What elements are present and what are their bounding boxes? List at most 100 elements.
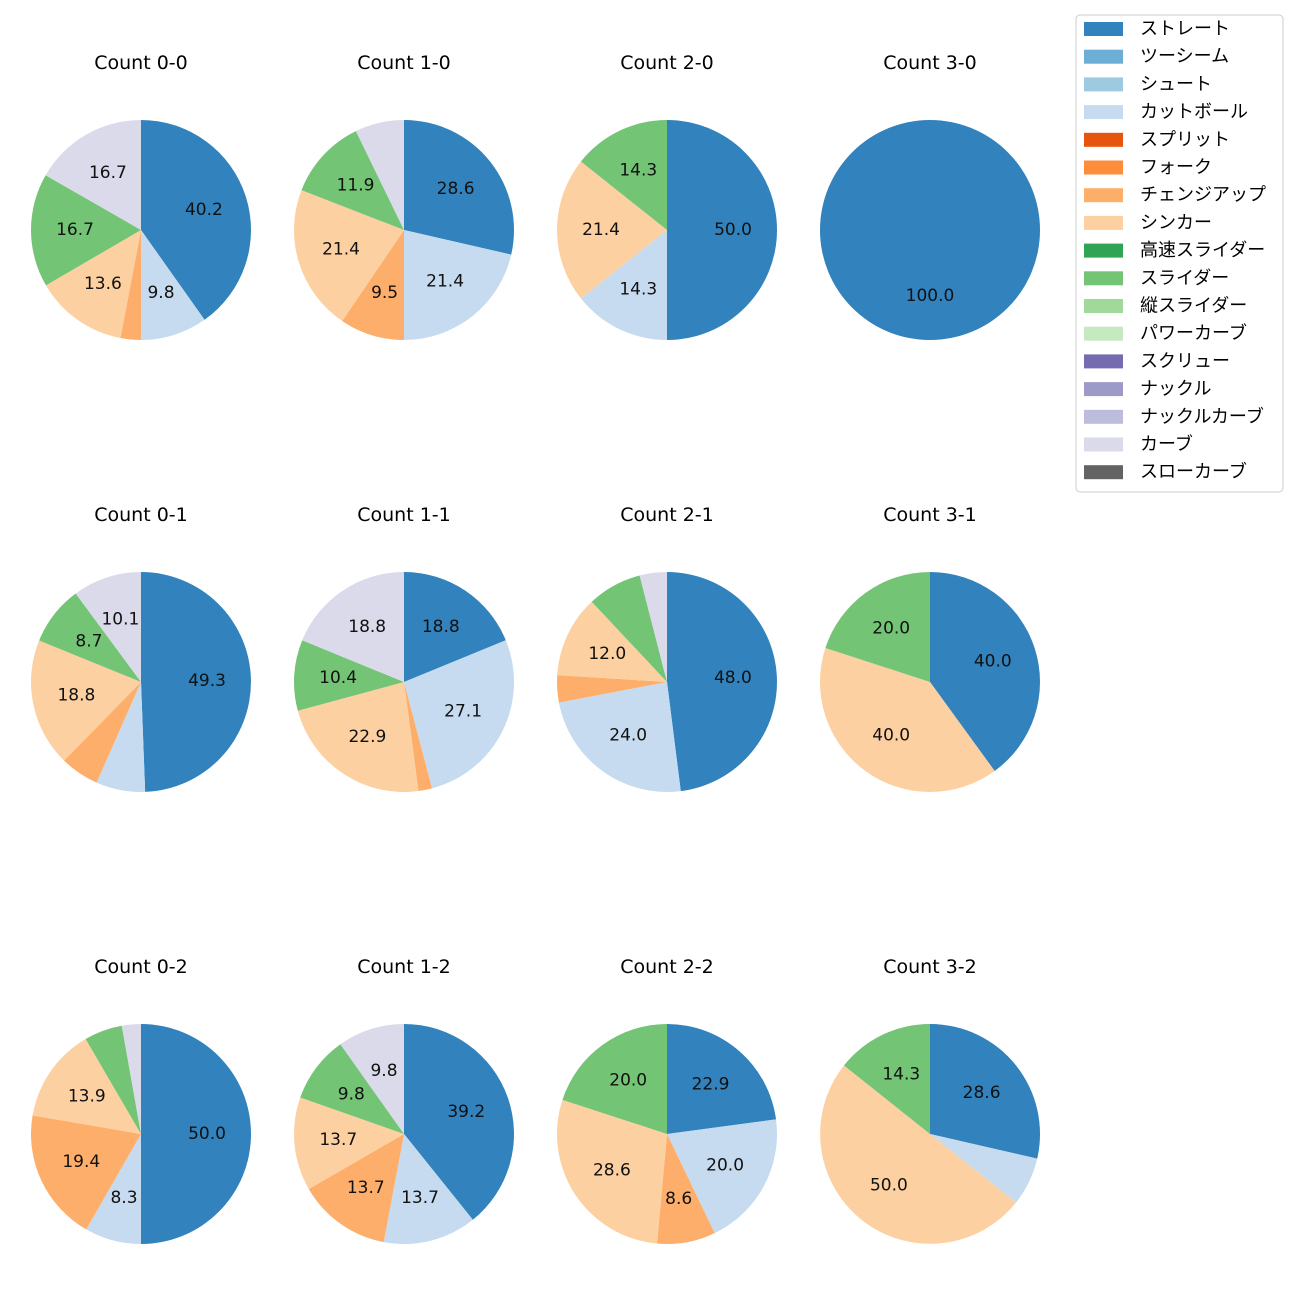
- slice-label: 10.1: [101, 609, 139, 629]
- slice-label: 12.0: [588, 644, 626, 664]
- slice-label: 28.6: [437, 179, 475, 199]
- slice-label: 18.8: [422, 617, 460, 637]
- slice-label: 18.8: [57, 685, 95, 705]
- pie-slice: [308, 1134, 404, 1243]
- slice-label: 11.9: [337, 175, 375, 195]
- pie-slice: [294, 1097, 404, 1189]
- slice-label: 10.4: [319, 668, 357, 688]
- pie-title: Count 0-1: [94, 504, 188, 526]
- slice-label: 100.0: [906, 286, 955, 306]
- pie-slice: [657, 1134, 715, 1244]
- pie-slice: [96, 682, 146, 792]
- pie-slice: [404, 230, 512, 340]
- pie-count-2-1: Count 2-1 48.0 24.0 12.0: [557, 504, 777, 792]
- legend-item: スプリット: [1084, 129, 1230, 150]
- slice-label: 9.8: [147, 283, 174, 303]
- pie-slice: [383, 1134, 473, 1244]
- pie-slice: [45, 230, 141, 339]
- pie-title: Count 0-0: [94, 52, 188, 74]
- slice-label: 39.2: [447, 1102, 485, 1122]
- legend-swatch: [1084, 77, 1123, 92]
- legend-item: ストレート: [1084, 19, 1230, 40]
- pie-slice: [667, 1024, 777, 1134]
- legend-swatch: [1084, 160, 1123, 175]
- pie-title: Count 1-0: [357, 52, 451, 74]
- pie-slice: [404, 1024, 514, 1220]
- legend-label: 高速スライダー: [1140, 240, 1265, 261]
- pie-slice: [591, 575, 667, 682]
- slice-label: 8.6: [665, 1189, 692, 1209]
- legend-swatch: [1084, 188, 1123, 203]
- legend: ストレートツーシームシュートカットボールスプリットフォークチェンジアップシンカー…: [1075, 14, 1284, 493]
- pies-group: Count 0-0 40.2 9.8 13.6 16.7 16.7 Count 1-0 28.…: [30, 52, 1041, 1244]
- legend-label: パワーカーブ: [1140, 322, 1247, 344]
- legend-swatch: [1084, 105, 1123, 120]
- pie-slice: [31, 1115, 141, 1230]
- slice-label: 40.2: [185, 200, 223, 220]
- pie-slice: [404, 572, 506, 682]
- slice-label: 16.7: [89, 163, 127, 183]
- pie-slice: [557, 675, 667, 703]
- legend-item: フォーク: [1084, 157, 1212, 178]
- legend-label: チェンジアップ: [1140, 185, 1266, 206]
- pie-title: Count 3-2: [883, 956, 977, 978]
- pie-slice: [293, 190, 404, 321]
- pie-slice: [141, 230, 205, 340]
- slice-label: 27.1: [444, 701, 482, 721]
- slice-label: 40.0: [872, 725, 910, 745]
- slice-label: 13.7: [401, 1188, 439, 1208]
- slice-label: 50.0: [188, 1124, 226, 1144]
- pie-slice: [141, 119, 252, 320]
- pie-slice: [404, 120, 515, 255]
- pie-title: Count 2-2: [620, 956, 714, 978]
- slice-label: 14.3: [619, 161, 657, 181]
- pie-slice: [820, 120, 1040, 340]
- pie-slice: [30, 175, 141, 286]
- pie-slice: [404, 640, 515, 789]
- legend-swatch: [1084, 326, 1123, 341]
- slice-label: 48.0: [714, 668, 752, 688]
- pie-slice: [121, 1024, 141, 1134]
- slice-label: 49.3: [188, 671, 226, 691]
- legend-label: スプリット: [1140, 129, 1230, 150]
- pie-slice: [32, 1038, 141, 1134]
- pie-slice: [557, 601, 667, 682]
- pie-slice: [75, 572, 141, 682]
- slice-label: 24.0: [609, 725, 647, 745]
- pie-count-1-2: Count 1-2 39.2 13.7 13.7 13.7 9.89.8: [294, 956, 514, 1244]
- pie-slice: [85, 1025, 141, 1134]
- pie-slice: [64, 682, 141, 783]
- pie-slice: [667, 1119, 777, 1234]
- pie-count-2-0: Count 2-0 50.0 14.3 21.4 14.3: [557, 52, 777, 340]
- pie-slice: [39, 593, 141, 682]
- slice-label: 40.0: [974, 652, 1012, 672]
- pie-slice: [820, 1065, 1017, 1244]
- slice-label: 8.3: [110, 1188, 137, 1208]
- pie-slice: [301, 131, 404, 230]
- legend-swatch: [1084, 22, 1123, 36]
- pie-count-3-0: Count 3-0 100.0: [820, 52, 1040, 340]
- slice-label: 21.4: [322, 240, 360, 260]
- pie-slice: [819, 648, 995, 793]
- legend-swatch: [1084, 382, 1123, 397]
- slice-label: 22.9: [692, 1074, 730, 1094]
- pie-slice: [825, 572, 930, 682]
- legend-swatch: [1084, 271, 1123, 286]
- slice-label: 9.8: [370, 1061, 397, 1081]
- legend-item: ナックルカーブ: [1084, 405, 1264, 427]
- pie-slice: [300, 1044, 404, 1134]
- pie-count-0-0: Count 0-0 40.2 9.8 13.6 16.7 16.7: [30, 52, 252, 340]
- pie-slice: [141, 572, 251, 792]
- slice-label: 9.8: [338, 1084, 365, 1104]
- pie-title: Count 3-0: [883, 52, 977, 74]
- legend-item: パワーカーブ: [1084, 322, 1247, 344]
- pie-slice: [340, 1024, 404, 1134]
- legend-item: ナックル: [1084, 379, 1211, 400]
- slice-label: 50.0: [714, 220, 752, 240]
- pie-title: Count 0-2: [94, 956, 188, 978]
- legend-item: 縦スライダー: [1084, 296, 1247, 317]
- slice-label: 50.0: [870, 1176, 908, 1196]
- legend-label: スクリュー: [1140, 351, 1230, 372]
- legend-item: スライダー: [1084, 268, 1229, 289]
- pie-slice: [294, 640, 404, 711]
